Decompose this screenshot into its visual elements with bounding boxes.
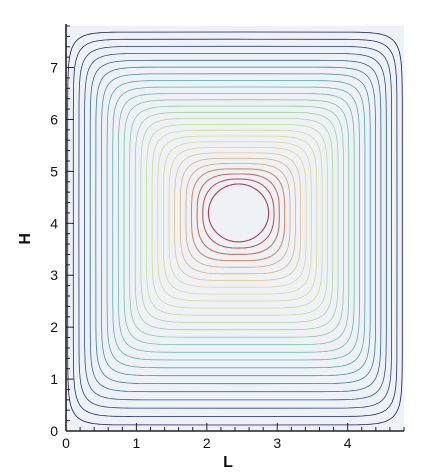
contour-line	[129, 105, 344, 338]
contour-lines	[67, 31, 403, 426]
y-tick-label: 5	[50, 163, 58, 179]
contour-line	[72, 38, 398, 417]
x-tick-label: 3	[273, 435, 281, 451]
contour-line	[185, 163, 291, 268]
y-tick-label: 4	[50, 215, 58, 231]
contour-line	[207, 183, 270, 243]
contour-line	[134, 111, 339, 331]
contour-line	[168, 146, 307, 288]
contour-line	[146, 123, 328, 316]
contour-line	[106, 80, 366, 369]
x-tick-label: 1	[133, 435, 141, 451]
contour-line	[112, 86, 360, 361]
x-axis-label: L	[223, 454, 233, 471]
y-tick-label: 2	[50, 319, 58, 335]
y-tick-label: 6	[50, 111, 58, 127]
contour-line	[78, 45, 392, 409]
contour-line	[67, 31, 403, 426]
contour-line	[101, 73, 371, 377]
contour-line	[179, 157, 296, 275]
contour-line	[95, 66, 376, 385]
y-tick-label: 7	[50, 60, 58, 76]
contour-line	[202, 178, 275, 249]
x-tick-label: 0	[62, 435, 70, 451]
contour-line	[140, 118, 334, 323]
contour-line	[123, 99, 350, 346]
x-tick-label: 2	[203, 435, 211, 451]
contour-line	[89, 59, 382, 393]
contour-line	[84, 53, 387, 401]
contour-line	[163, 141, 312, 295]
contour-line	[157, 135, 318, 302]
contour-line	[190, 168, 286, 262]
y-tick-label: 3	[50, 267, 58, 283]
contour-line	[174, 152, 302, 281]
contour-line	[151, 129, 323, 309]
y-axis-label: H	[17, 233, 34, 245]
contour-line	[196, 173, 280, 255]
x-tick-label: 4	[344, 435, 352, 451]
y-tick-label: 0	[50, 423, 58, 439]
contour-line	[117, 93, 355, 353]
axes: 0 1 2 3 4 0 1 2 3 4 5 6 7	[50, 24, 405, 451]
y-tick-label: 1	[50, 371, 58, 387]
